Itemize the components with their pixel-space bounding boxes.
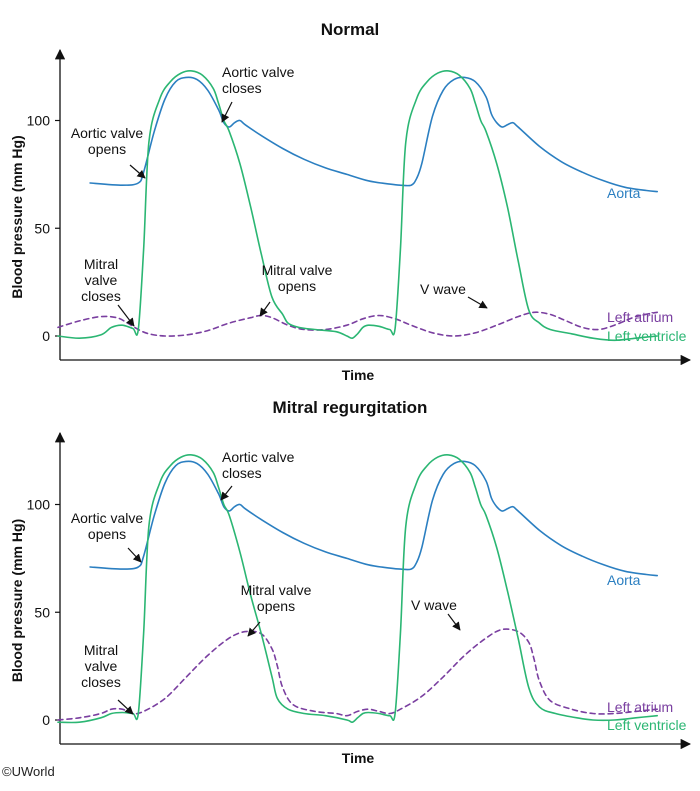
y-tick-label: 0 (42, 328, 50, 344)
panel-normal: Normal 0 50 100 Time Blood pressure (mm Hg) Le… (9, 20, 692, 383)
series-line-left-ventricle (57, 454, 658, 724)
annotation-text: Mitral (84, 642, 118, 658)
annotation-arrow (247, 621, 261, 637)
series-label-left-ventricle: Left ventricle (607, 328, 687, 344)
annotation-text: opens (88, 141, 126, 157)
series-line-left-ventricle (57, 70, 658, 342)
annotation-arrow (447, 613, 461, 631)
y-tick-label: 100 (27, 113, 51, 129)
panel-mitral-regurgitation: Mitral regurgitation 0 50 100 Time Blood pres… (9, 398, 692, 766)
annotation-arrow (259, 301, 271, 317)
annotation-arrow (127, 547, 142, 563)
y-tick-label: 100 (27, 497, 51, 513)
annotation-text: opens (257, 598, 295, 614)
y-tick-label: 0 (42, 712, 50, 728)
annotation-text: Aortic valve (222, 449, 295, 465)
annotation-text: Aortic valve (71, 510, 144, 526)
annotation-arrow (467, 296, 488, 309)
series-label-aorta: Aorta (607, 572, 641, 588)
annotation-arrow (220, 485, 233, 501)
series-label-left-atrium: Left atrium (607, 309, 673, 325)
annotation-text: valve (85, 658, 118, 674)
series-line-aorta (89, 76, 658, 193)
series-line-left-atrium (57, 311, 658, 337)
series-line-aorta (89, 460, 658, 577)
annotation-text: Mitral valve (241, 582, 312, 598)
y-axis-label: Blood pressure (mm Hg) (9, 519, 25, 682)
x-axis-label: Time (342, 750, 375, 766)
annotation-text: opens (278, 278, 316, 294)
series-label-left-atrium: Left atrium (607, 699, 673, 715)
y-axis-label: Blood pressure (mm Hg) (9, 135, 25, 298)
y-tick-label: 50 (34, 220, 50, 236)
annotation-text: valve (85, 272, 118, 288)
annotation-text: closes (81, 674, 121, 690)
annotation-text: Mitral (84, 256, 118, 272)
annotation-arrow (117, 304, 135, 327)
annotation-arrow (129, 164, 146, 179)
series-label-aorta: Aorta (607, 185, 641, 201)
annotation-text: closes (222, 80, 262, 96)
annotation-v-wave: V wave (420, 281, 488, 309)
x-axis-label: Time (342, 367, 375, 383)
annotation-text: opens (88, 526, 126, 542)
annotation-text: V wave (411, 597, 457, 613)
annotation-text: V wave (420, 281, 466, 297)
copyright-credit: ©UWorld (2, 764, 55, 779)
annotation-arrow (221, 101, 233, 123)
annotation-text: Aortic valve (222, 64, 295, 80)
annotation-text: closes (222, 465, 262, 481)
annotation-v-wave: V wave (411, 597, 461, 631)
y-tick-label: 50 (34, 604, 50, 620)
chart-title: Normal (321, 20, 380, 39)
annotation-text: Aortic valve (71, 125, 144, 141)
annotation-text: closes (81, 288, 121, 304)
annotation-text: Mitral valve (262, 262, 333, 278)
chart-title: Mitral regurgitation (273, 398, 428, 417)
annotation-arrow (117, 699, 134, 715)
series-line-left-atrium (57, 628, 658, 721)
series-label-left-ventricle: Left ventricle (607, 717, 687, 733)
